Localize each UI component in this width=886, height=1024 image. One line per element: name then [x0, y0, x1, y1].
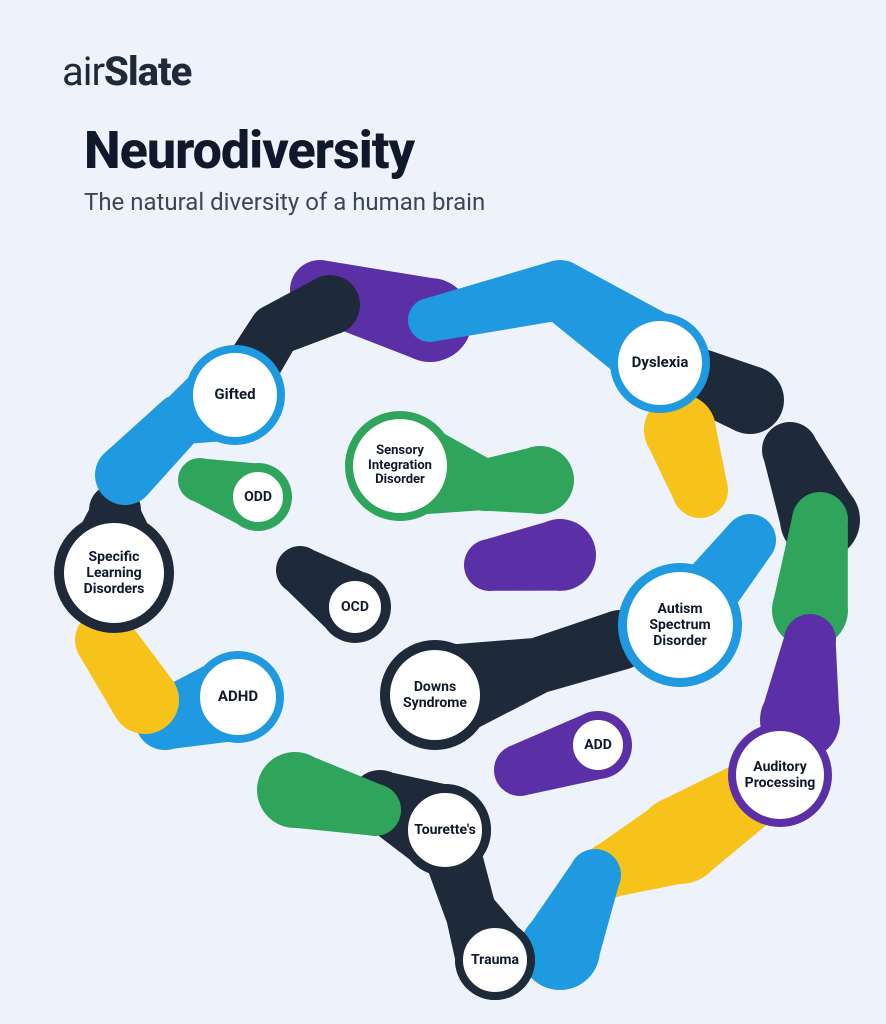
node-label: OCD	[341, 599, 369, 615]
node-odd: ODD	[226, 465, 290, 529]
node-label: Autism Spectrum Disorder	[633, 601, 727, 649]
node-label: Gifted	[214, 386, 255, 403]
node-label: Specific Learning Disorders	[70, 549, 158, 597]
node-sensory: Sensory Integration Disorder	[345, 411, 455, 521]
node-label: ODD	[244, 489, 272, 505]
node-adhd: ADHD	[192, 651, 284, 743]
node-label: Dyslexia	[632, 354, 689, 371]
node-label: Sensory Integration Disorder	[359, 444, 441, 489]
connector-blob	[464, 519, 596, 591]
node-dyslexia: Dyslexia	[610, 313, 710, 413]
node-asd: Autism Spectrum Disorder	[618, 563, 742, 687]
node-label: ADHD	[218, 688, 258, 705]
node-label: Trauma	[471, 952, 519, 968]
node-sld: Specific Learning Disorders	[54, 513, 174, 633]
node-trauma: Trauma	[455, 920, 535, 1000]
node-label: Tourette's	[414, 822, 476, 838]
node-label: ADD	[584, 737, 612, 753]
node-label: Downs Syndrome	[396, 679, 474, 711]
node-ocd: OCD	[321, 573, 389, 641]
connector-blob	[520, 849, 621, 990]
connector-blob	[257, 752, 401, 836]
node-tourette: Tourette's	[399, 784, 491, 876]
node-auditory: Auditory Processing	[728, 723, 832, 827]
node-label: Auditory Processing	[742, 759, 818, 791]
node-add: ADD	[566, 713, 630, 777]
node-downs: Downs Syndrome	[380, 640, 490, 750]
node-gifted: Gifted	[185, 345, 285, 445]
